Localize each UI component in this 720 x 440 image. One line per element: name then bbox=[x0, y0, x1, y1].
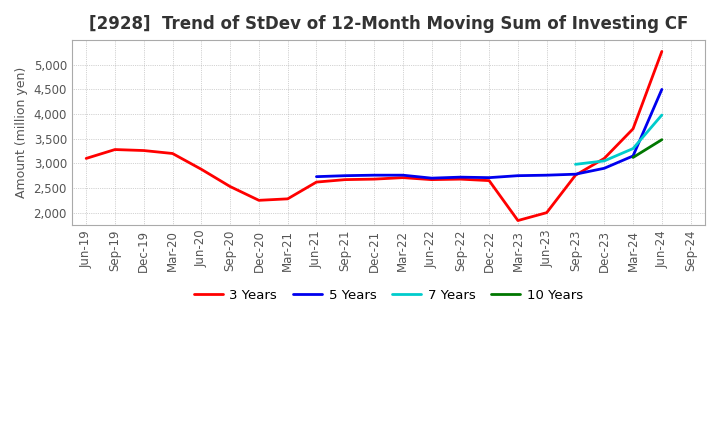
3 Years bbox=[513, 218, 522, 223]
Line: 7 Years: 7 Years bbox=[575, 115, 662, 164]
10 Years bbox=[657, 137, 666, 142]
3 Years bbox=[485, 178, 493, 183]
3 Years bbox=[140, 148, 148, 153]
5 Years bbox=[341, 173, 349, 178]
3 Years bbox=[111, 147, 120, 152]
Title: [2928]  Trend of StDev of 12-Month Moving Sum of Investing CF: [2928] Trend of StDev of 12-Month Moving… bbox=[89, 15, 688, 33]
Line: 5 Years: 5 Years bbox=[317, 89, 662, 178]
5 Years bbox=[485, 175, 493, 180]
Legend: 3 Years, 5 Years, 7 Years, 10 Years: 3 Years, 5 Years, 7 Years, 10 Years bbox=[189, 283, 588, 307]
3 Years bbox=[600, 156, 608, 161]
10 Years bbox=[629, 155, 637, 160]
5 Years bbox=[600, 165, 608, 171]
3 Years bbox=[226, 184, 235, 189]
3 Years bbox=[197, 167, 206, 172]
3 Years bbox=[284, 196, 292, 202]
5 Years bbox=[398, 172, 407, 178]
5 Years bbox=[571, 172, 580, 177]
3 Years bbox=[341, 177, 349, 182]
7 Years bbox=[657, 112, 666, 117]
5 Years bbox=[427, 176, 436, 181]
3 Years bbox=[571, 172, 580, 178]
3 Years bbox=[629, 126, 637, 132]
3 Years bbox=[369, 176, 378, 182]
Line: 3 Years: 3 Years bbox=[86, 51, 662, 220]
3 Years bbox=[312, 180, 321, 185]
7 Years bbox=[629, 146, 637, 151]
3 Years bbox=[398, 175, 407, 180]
3 Years bbox=[657, 49, 666, 54]
5 Years bbox=[312, 174, 321, 180]
5 Years bbox=[657, 87, 666, 92]
3 Years bbox=[168, 151, 177, 156]
3 Years bbox=[255, 198, 264, 203]
Line: 10 Years: 10 Years bbox=[633, 139, 662, 158]
5 Years bbox=[542, 172, 551, 178]
Y-axis label: Amount (million yen): Amount (million yen) bbox=[15, 67, 28, 198]
5 Years bbox=[629, 153, 637, 158]
7 Years bbox=[600, 158, 608, 164]
3 Years bbox=[427, 177, 436, 182]
7 Years bbox=[571, 161, 580, 167]
5 Years bbox=[513, 173, 522, 178]
5 Years bbox=[369, 172, 378, 178]
3 Years bbox=[542, 210, 551, 215]
3 Years bbox=[456, 176, 464, 182]
5 Years bbox=[456, 175, 464, 180]
3 Years bbox=[82, 156, 91, 161]
